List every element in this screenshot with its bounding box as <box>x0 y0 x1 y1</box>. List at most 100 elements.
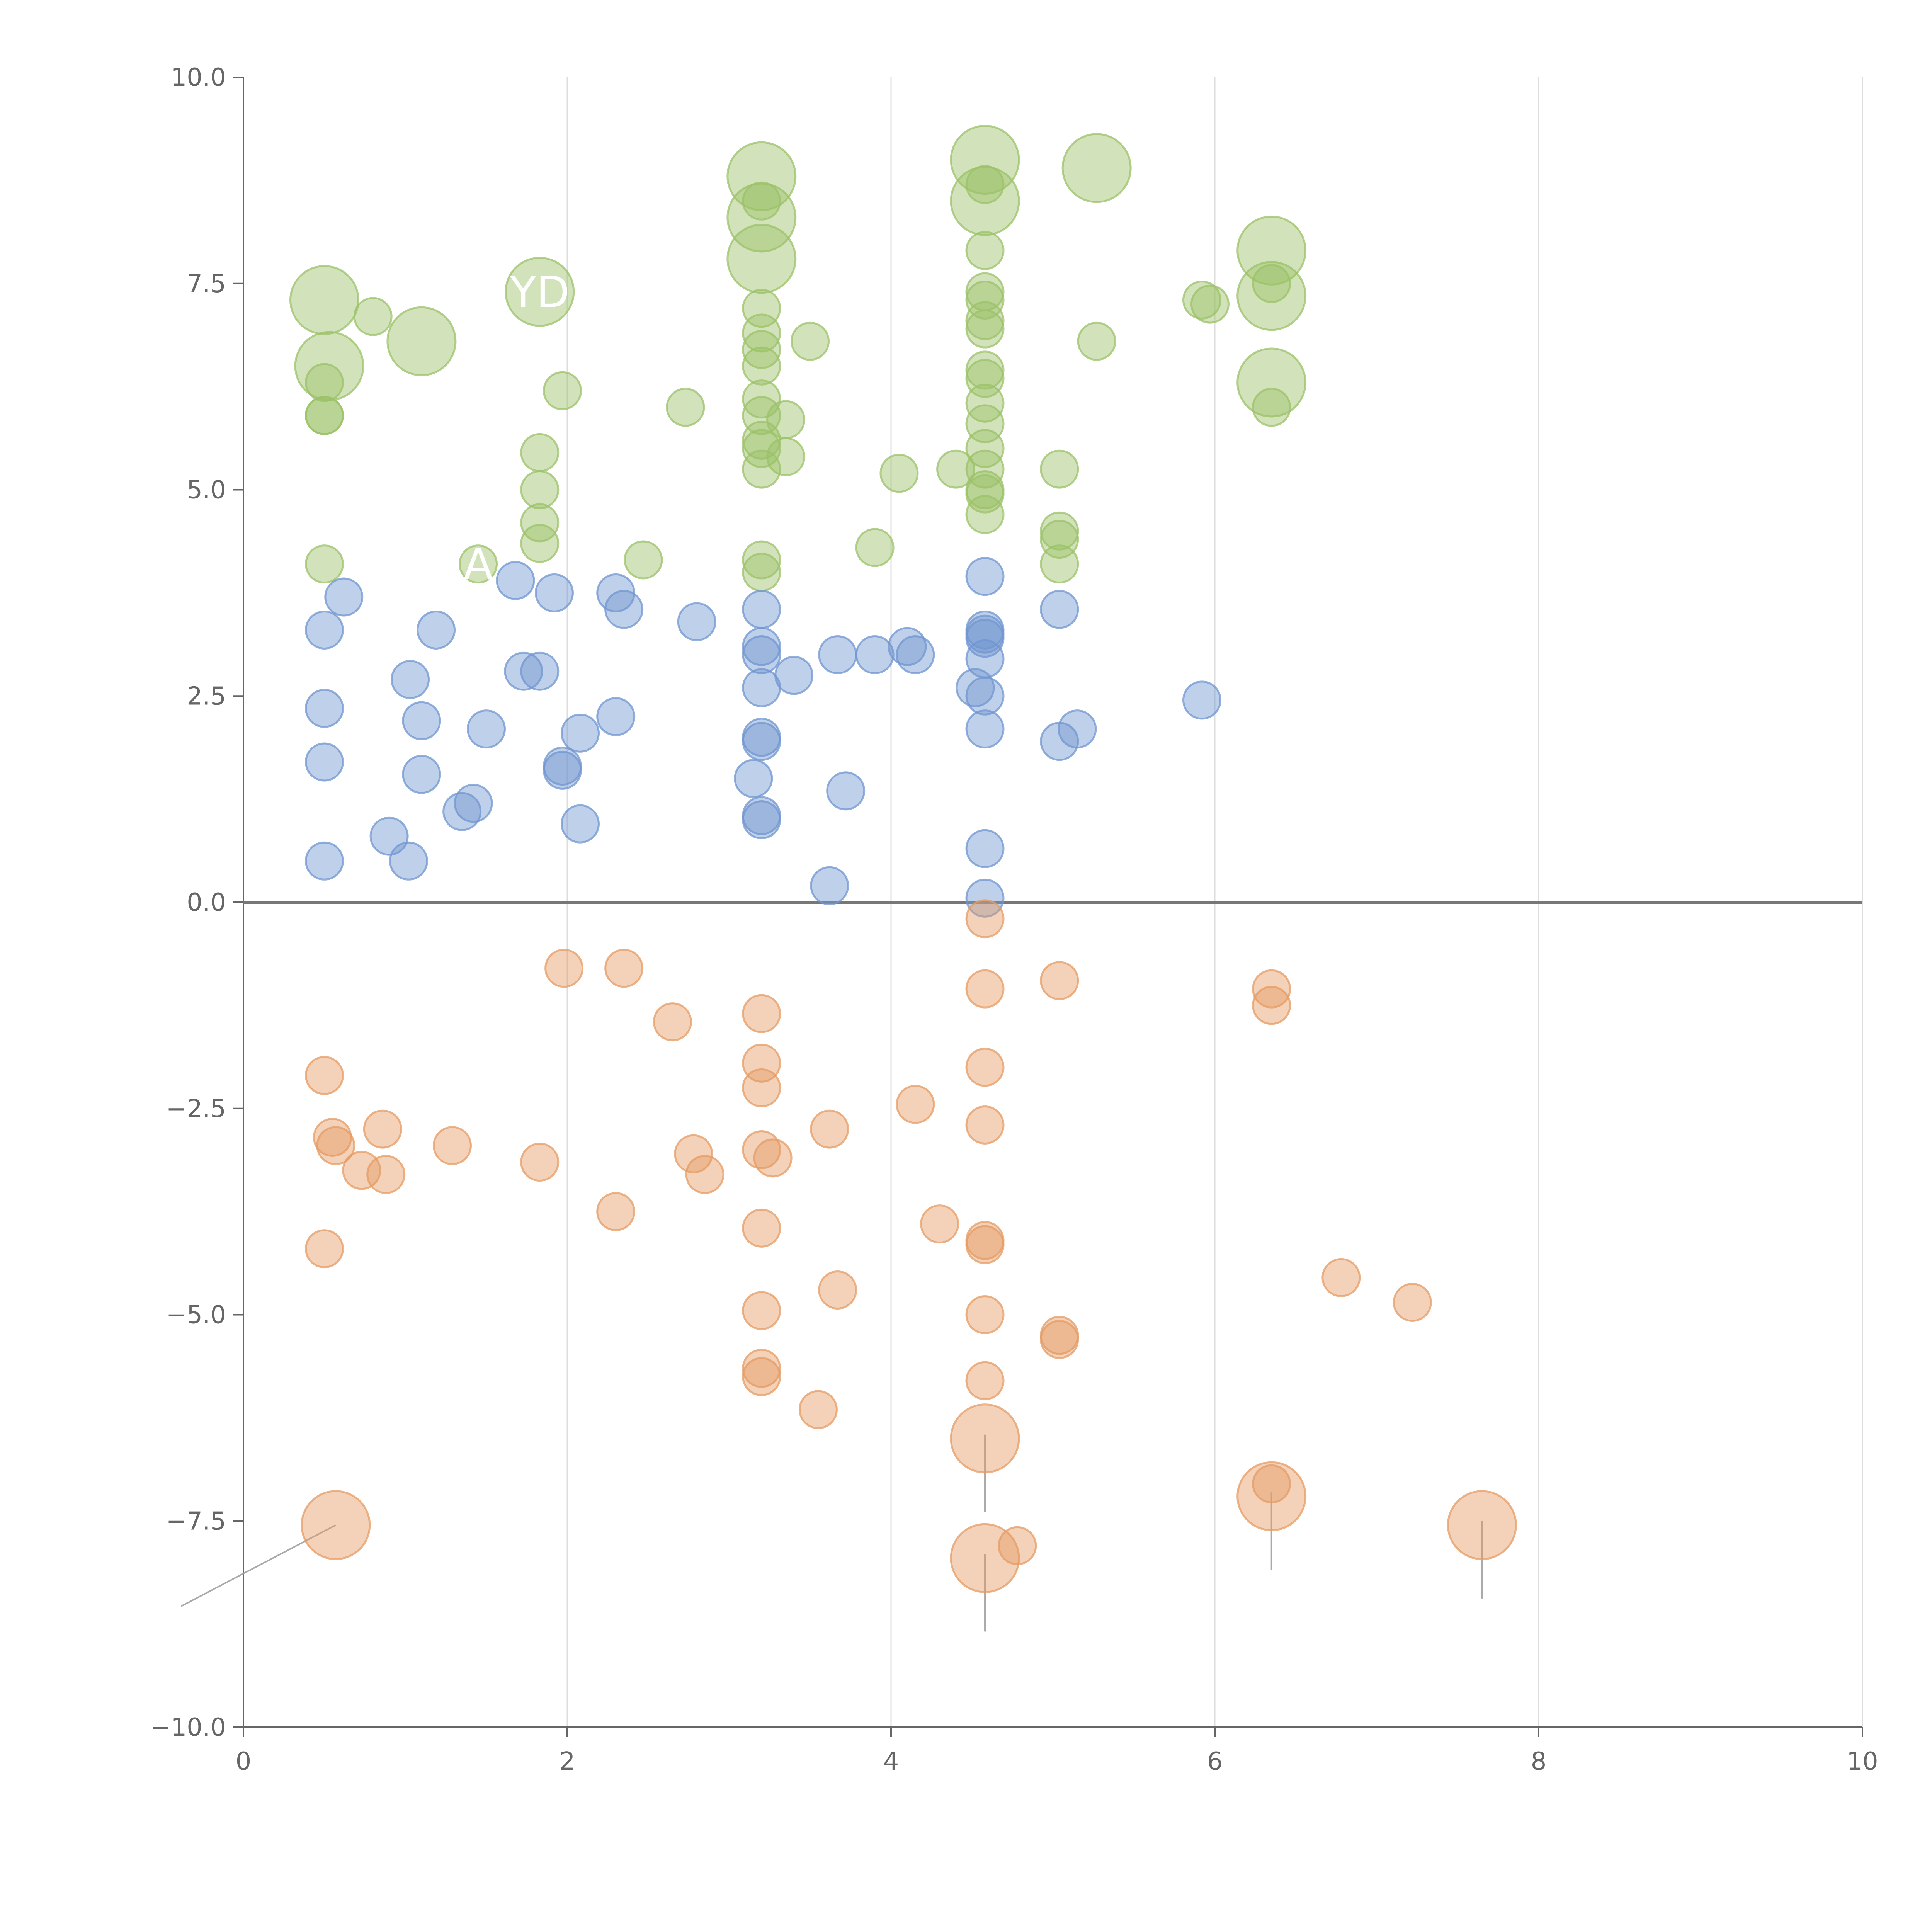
green-point <box>936 449 976 489</box>
orange-point <box>965 1225 1005 1264</box>
x-tick-label: 10 <box>1847 1747 1878 1776</box>
orange-point <box>604 949 644 988</box>
green-point <box>1190 284 1230 324</box>
orange-point <box>1252 969 1291 1009</box>
orange-point <box>818 1270 857 1310</box>
blue-point <box>965 557 1005 596</box>
green-point <box>965 165 1005 204</box>
orange-point <box>950 1523 1020 1593</box>
blue-point <box>520 651 560 691</box>
blue-point <box>965 676 1005 716</box>
orange-point <box>742 1357 781 1396</box>
green-point <box>520 433 560 472</box>
green-point <box>520 524 560 563</box>
green-point <box>965 280 1005 320</box>
green-point <box>965 309 1005 349</box>
orange-point <box>742 1208 781 1248</box>
point-labels: YD A <box>463 267 570 590</box>
y-tick-label: −7.5 <box>166 1507 226 1536</box>
green-point <box>742 346 781 386</box>
data-points <box>289 125 1517 1593</box>
blue-point <box>391 660 430 699</box>
orange-point <box>520 1143 560 1182</box>
orange-point <box>433 1126 472 1165</box>
blue-point <box>454 784 493 823</box>
orange-point <box>1252 1464 1291 1503</box>
blue-point <box>826 771 866 811</box>
blue-point <box>965 829 1005 868</box>
green-point <box>1040 544 1079 584</box>
green-point <box>1077 321 1116 361</box>
green-point <box>666 388 705 427</box>
y-tick-label: 5.0 <box>187 476 226 505</box>
green-point <box>1252 264 1291 303</box>
green-point <box>965 429 1005 468</box>
orange-point <box>674 1134 713 1173</box>
green-point <box>742 313 781 353</box>
leader-line <box>180 1524 336 1607</box>
orange-point <box>965 1361 1005 1400</box>
green-point <box>624 540 663 580</box>
blue-point <box>742 800 781 839</box>
green-point <box>879 454 919 493</box>
y-tick-label: −2.5 <box>166 1095 226 1123</box>
point-label-1: A <box>463 540 493 590</box>
orange-point <box>316 1126 355 1165</box>
blue-point <box>810 866 849 905</box>
blue-point <box>1040 590 1079 629</box>
blue-point <box>965 639 1005 679</box>
green-point <box>742 181 781 221</box>
orange-point <box>1040 1320 1079 1359</box>
orange-point <box>301 1490 371 1560</box>
blue-point <box>1182 680 1221 720</box>
orange-point <box>742 1291 781 1330</box>
blue-point <box>402 701 441 740</box>
blue-point <box>305 610 344 650</box>
orange-point <box>742 994 781 1033</box>
orange-point <box>753 1138 793 1178</box>
y-tick-label: 7.5 <box>187 270 226 298</box>
point-label-0: YD <box>509 267 570 318</box>
green-point <box>305 396 344 435</box>
blue-point <box>305 742 344 782</box>
green-point <box>766 437 806 476</box>
green-point <box>742 540 781 580</box>
orange-point <box>896 1085 935 1124</box>
leader-line <box>323 338 336 363</box>
orange-point <box>742 1068 781 1107</box>
blue-point <box>496 561 535 600</box>
orange-point <box>342 1151 381 1190</box>
green-point <box>742 429 781 468</box>
green-point <box>305 544 344 584</box>
blue-point <box>818 635 857 674</box>
green-point <box>965 231 1005 270</box>
orange-point <box>965 1295 1005 1334</box>
leader-line <box>1090 140 1103 165</box>
green-point <box>1236 261 1307 331</box>
axes: 0 2 4 6 8 10 10.0 7.5 5.0 2.5 0.0 −2.5 −5.0 −7.5 −10.0 <box>150 63 1878 1776</box>
orange-point <box>965 1105 1005 1145</box>
orange-point <box>950 1403 1020 1474</box>
leader-line <box>318 272 331 297</box>
green-point <box>386 306 457 376</box>
green-point <box>742 553 781 592</box>
orange-point <box>366 1155 406 1194</box>
green-point <box>1061 133 1132 203</box>
green-point <box>726 224 797 294</box>
green-point <box>520 503 560 543</box>
green-point <box>766 400 806 439</box>
blue-point <box>561 713 600 753</box>
green-point <box>742 330 781 369</box>
orange-point <box>363 1109 402 1149</box>
blue-point <box>402 755 441 794</box>
leader-line <box>533 264 546 288</box>
x-tick-label: 0 <box>236 1747 252 1776</box>
blue-point <box>965 709 1005 749</box>
green-point <box>289 265 359 335</box>
blue-point <box>1058 709 1097 749</box>
orange-point <box>1252 986 1291 1025</box>
orange-point <box>810 1109 849 1149</box>
leader-line <box>755 149 768 173</box>
orange-point <box>998 1526 1037 1565</box>
